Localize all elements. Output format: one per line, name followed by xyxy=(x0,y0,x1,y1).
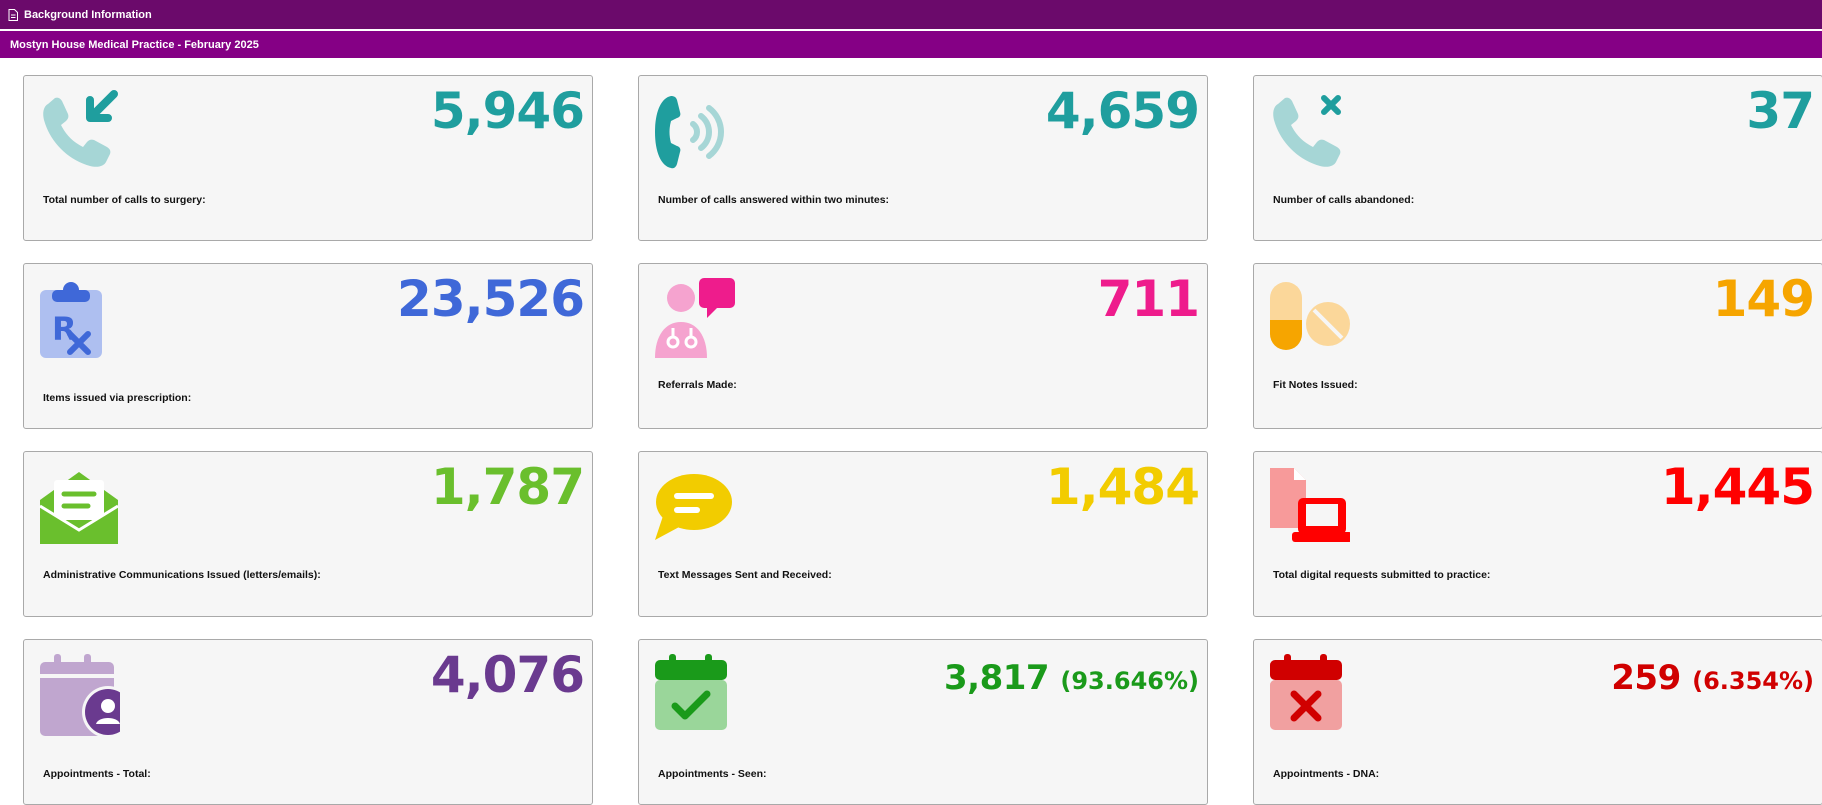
metric-card-total-calls: 5,946 Total number of calls to surgery: xyxy=(23,75,593,241)
metric-label: Total digital requests submitted to prac… xyxy=(1273,569,1491,581)
metric-label: Text Messages Sent and Received: xyxy=(658,569,832,581)
doctor-chat-icon xyxy=(655,278,735,358)
metric-percentage: (6.354%) xyxy=(1692,667,1814,695)
metric-label: Appointments - DNA: xyxy=(1273,768,1380,780)
section-title: Background Information xyxy=(24,8,152,21)
metric-card-calls-answered: 4,659 Number of calls answered within tw… xyxy=(638,75,1208,241)
practice-title: Mostyn House Medical Practice - February… xyxy=(10,38,259,51)
metric-label: Administrative Communications Issued (le… xyxy=(43,569,321,581)
calendar-check-icon xyxy=(655,654,727,730)
metric-card-appointments-total: 4,076 Appointments - Total: xyxy=(23,639,593,805)
metric-value: 23,526 xyxy=(397,270,585,328)
calendar-user-icon xyxy=(40,654,120,736)
metric-value: 711 xyxy=(1097,270,1200,328)
metric-label: Appointments - Total: xyxy=(43,768,151,780)
metric-value: 5,946 xyxy=(430,82,585,140)
metric-card-referrals: 711 Referrals Made: xyxy=(638,263,1208,429)
metric-value: 1,445 xyxy=(1660,458,1815,516)
phone-missed-icon xyxy=(1273,95,1341,167)
metric-card-appointments-seen: 3,817 (93.646%) Appointments - Seen: xyxy=(638,639,1208,805)
metric-value: 37 xyxy=(1746,82,1815,140)
section-header-bar[interactable]: Background Information xyxy=(0,0,1822,30)
envelope-open-icon xyxy=(39,472,119,544)
metric-card-admin-comms: 1,787 Administrative Communications Issu… xyxy=(23,451,593,617)
metric-value: 149 xyxy=(1712,270,1815,328)
metric-percentage: (93.646%) xyxy=(1060,667,1199,695)
phone-incoming-icon xyxy=(43,90,118,167)
calendar-cross-icon xyxy=(1270,654,1342,730)
metric-card-digital-requests: 1,445 Total digital requests submitted t… xyxy=(1253,451,1822,617)
metric-count: 259 xyxy=(1611,658,1681,698)
practice-title-bar: Mostyn House Medical Practice - February… xyxy=(0,31,1822,58)
metric-card-fit-notes: 149 Fit Notes Issued: xyxy=(1253,263,1822,429)
document-icon xyxy=(8,8,18,21)
metric-count: 3,817 xyxy=(944,658,1050,698)
metric-card-calls-abandoned: 37 Number of calls abandoned: xyxy=(1253,75,1822,241)
metric-label: Number of calls abandoned: xyxy=(1273,194,1415,206)
svg-text:R: R xyxy=(52,310,77,348)
metric-label: Total number of calls to surgery: xyxy=(43,194,206,206)
metric-value: 1,787 xyxy=(430,458,585,516)
speech-bubble-icon xyxy=(655,474,732,540)
metric-card-appointments-dna: 259 (6.354%) Appointments - DNA: xyxy=(1253,639,1822,805)
laptop-document-icon xyxy=(1270,468,1350,542)
metric-label: Fit Notes Issued: xyxy=(1273,379,1358,391)
metric-card-prescriptions: R 23,526 Items issued via prescription: xyxy=(23,263,593,429)
metric-label: Appointments - Seen: xyxy=(658,768,767,780)
metric-card-text-messages: 1,484 Text Messages Sent and Received: xyxy=(638,451,1208,617)
pills-icon xyxy=(1270,282,1350,350)
prescription-clipboard-icon: R xyxy=(40,282,102,358)
metric-value: 4,076 xyxy=(430,646,585,704)
metric-label: Items issued via prescription: xyxy=(43,392,192,404)
metric-value: 259 (6.354%) xyxy=(1611,658,1814,701)
metric-value: 4,659 xyxy=(1045,82,1200,140)
metric-value: 1,484 xyxy=(1045,458,1200,516)
metric-label: Number of calls answered within two minu… xyxy=(658,194,890,206)
metric-label: Referrals Made: xyxy=(658,379,737,391)
metric-value: 3,817 (93.646%) xyxy=(944,658,1199,701)
phone-ringing-icon xyxy=(655,96,724,169)
